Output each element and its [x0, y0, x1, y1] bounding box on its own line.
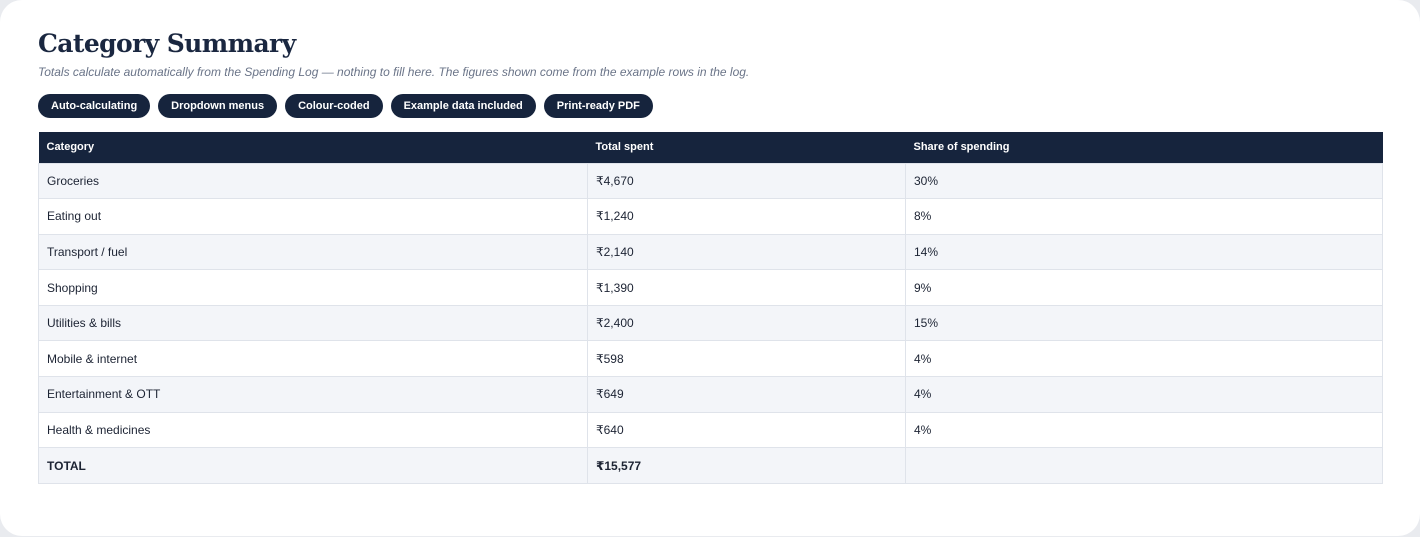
category-cell: Health & medicines [38, 411, 588, 449]
category-cell: Groceries [38, 162, 588, 200]
column-header-category: Category [38, 132, 588, 163]
column-header-share: Share of spending [905, 132, 1383, 163]
share-cell: 9% [905, 269, 1383, 306]
total-row: TOTAL ₹15,577 [38, 447, 1383, 484]
total-spent-cell: ₹1,390 [587, 269, 906, 306]
total-spent-cell: ₹4,670 [587, 162, 906, 200]
feature-tags: Auto-calculating Dropdown menus Colour-c… [38, 94, 653, 118]
category-summary-table: Category Total spent Share of spending G… [38, 132, 1383, 484]
category-cell: Shopping [38, 269, 588, 306]
table-row: Eating out ₹1,240 8% [38, 198, 1383, 235]
share-cell: 4% [905, 376, 1383, 413]
share-cell: 4% [905, 340, 1383, 378]
share-cell: 14% [905, 233, 1383, 271]
page-subtitle: Totals calculate automatically from the … [38, 65, 750, 79]
tag-dropdown-menus: Dropdown menus [158, 94, 278, 118]
page-title: Category Summary [38, 29, 296, 58]
total-spent-cell: ₹649 [587, 376, 906, 413]
category-cell: Entertainment & OTT [38, 376, 588, 413]
category-cell: Mobile & internet [38, 340, 588, 378]
total-spent-cell: ₹1,240 [587, 198, 906, 235]
tag-example-data: Example data included [390, 94, 536, 118]
category-cell: Transport / fuel [38, 233, 588, 271]
table-row: Transport / fuel ₹2,140 14% [38, 233, 1383, 271]
category-cell: Utilities & bills [38, 304, 588, 342]
column-header-total-spent: Total spent [587, 132, 906, 163]
share-cell: 15% [905, 304, 1383, 342]
table-header-row: Category Total spent Share of spending [38, 132, 1383, 163]
share-cell: 4% [905, 411, 1383, 449]
tag-auto-calculating: Auto-calculating [38, 94, 151, 118]
tag-print-ready-pdf: Print-ready PDF [543, 94, 653, 118]
table-row: Shopping ₹1,390 9% [38, 269, 1383, 306]
total-label-cell: TOTAL [38, 447, 588, 484]
share-cell: 8% [905, 198, 1383, 235]
grand-total-cell: ₹15,577 [587, 447, 906, 484]
total-share-cell [905, 447, 1383, 484]
table-row: Utilities & bills ₹2,400 15% [38, 304, 1383, 342]
category-cell: Eating out [38, 198, 588, 235]
share-cell: 30% [905, 162, 1383, 200]
table-row: Entertainment & OTT ₹649 4% [38, 376, 1383, 413]
total-spent-cell: ₹2,400 [587, 304, 906, 342]
table-row: Groceries ₹4,670 30% [38, 162, 1383, 200]
total-spent-cell: ₹598 [587, 340, 906, 378]
table-row: Health & medicines ₹640 4% [38, 411, 1383, 449]
total-spent-cell: ₹2,140 [587, 233, 906, 271]
tag-colour-coded: Colour-coded [285, 94, 383, 118]
total-spent-cell: ₹640 [587, 411, 906, 449]
table-row: Mobile & internet ₹598 4% [38, 340, 1383, 378]
